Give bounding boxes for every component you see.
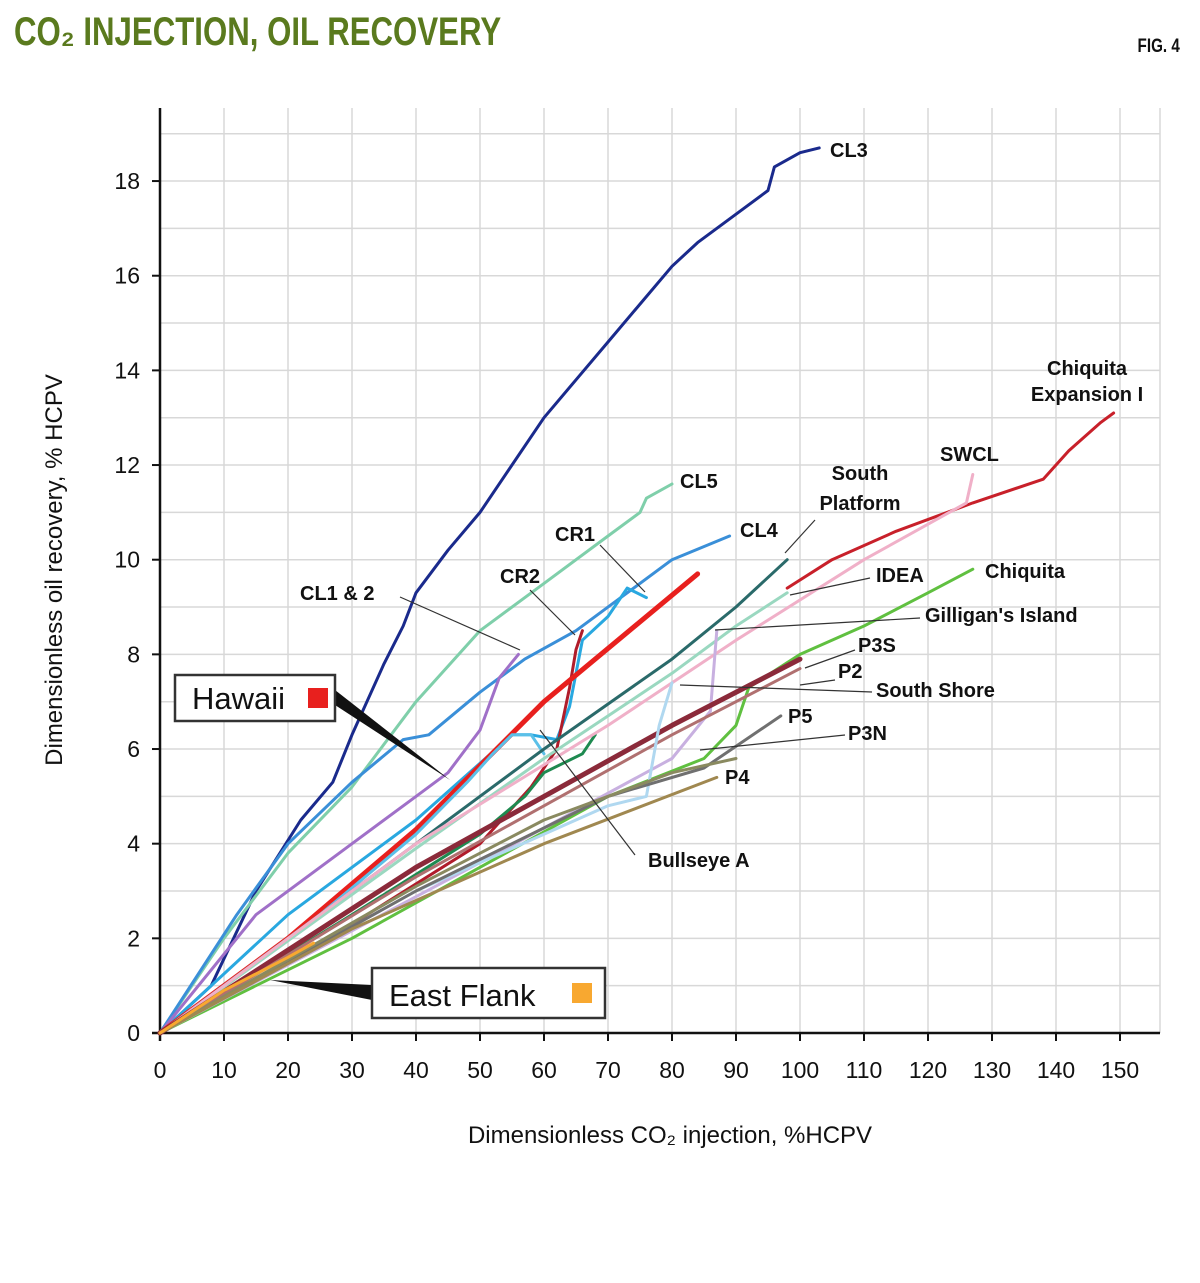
x-tick-label: 60 [531,1057,557,1083]
series-label: Bullseye A [648,850,750,872]
x-tick-label: 0 [154,1057,167,1083]
y-tick-label: 18 [114,168,140,194]
callout-box [370,966,607,1020]
x-tick-label: 120 [909,1057,947,1083]
x-tick-label: 150 [1101,1057,1139,1083]
leader-line [789,577,871,596]
y-tick-label: 0 [127,1020,140,1046]
x-tick-label: 30 [339,1057,365,1083]
series-line-p4 [158,775,719,1035]
x-tick-label: 20 [275,1057,301,1083]
series-label: P4 [725,767,750,789]
x-tick-label: 10 [211,1057,237,1083]
series-label: South Shore [876,680,995,702]
series-label: South [832,463,889,485]
x-tick-label: 40 [403,1057,429,1083]
callout-label: East Flank [389,978,536,1013]
series-line-cr1 [158,586,648,1035]
leader-line [784,519,816,554]
x-tick-label: 140 [1037,1057,1075,1083]
series-label: P5 [788,706,812,728]
x-tick-label: 80 [659,1057,685,1083]
series-line-swcl [158,473,975,1035]
series-label: CR2 [500,566,540,588]
leader-line [699,734,846,751]
x-tick-label: 100 [781,1057,819,1083]
leader-line [599,544,646,593]
leader-line [529,589,576,636]
leader-line [399,596,521,651]
series-label: IDEA [876,565,924,587]
leader-line [804,649,856,669]
series-label: Chiquita [1047,358,1128,380]
leader-line [714,617,921,631]
series-line-idea [158,591,789,1035]
series-label: Chiquita [985,561,1066,583]
series-line-chiquita-expansion-i [785,411,1116,590]
callout-label: Hawaii [192,681,285,716]
x-tick-label: 110 [846,1057,883,1083]
series-label: SWCL [940,444,999,466]
leader-line [539,729,636,856]
callout-pointer [270,980,372,1000]
series-line-east-flank [158,941,316,1035]
x-tick-label: 70 [595,1057,621,1083]
x-tick-label: 130 [973,1057,1011,1083]
series-label: CL5 [680,471,718,493]
y-tick-label: 4 [127,831,140,857]
y-tick-label: 12 [114,452,140,478]
series-label: CR1 [555,524,595,546]
series-label: Platform [819,493,900,515]
callout-pointer [335,690,450,780]
series-line-cl4 [158,534,732,1035]
series-label: Gilligan's Island [925,605,1078,627]
series-label: CL4 [740,520,779,542]
y-tick-label: 14 [114,357,140,383]
y-tick-label: 2 [127,925,140,951]
series-line-cl5 [158,482,674,1035]
series-label: CL1 & 2 [300,583,374,605]
leader-line [679,684,873,693]
y-axis-label: Dimensionless oil recovery, % HCPV [41,374,68,766]
y-tick-label: 8 [127,641,140,667]
series-line-p2 [158,667,802,1035]
series-label: Expansion I [1031,384,1143,406]
series-line-p3n [158,757,738,1035]
series-label: P2 [838,661,862,683]
series-line-cl3 [158,146,821,1035]
callout-color-swatch [308,688,328,708]
series-label: P3N [848,723,887,745]
y-tick-label: 16 [114,263,140,289]
x-axis-label: Dimensionless CO₂ injection, %HCPV [468,1122,872,1149]
series-line-p3s [157,656,803,1036]
leader-line [799,679,836,686]
figure-label: FIG. 4 [1137,36,1180,57]
x-tick-label: 50 [467,1057,493,1083]
series-label: P3S [858,635,896,657]
y-tick-label: 6 [127,736,140,762]
chart-title: CO₂ INJECTION, OIL RECOVERY [14,10,502,54]
series-line-cl1-2 [158,652,520,1035]
series-label: CL3 [830,140,868,162]
x-tick-label: 90 [723,1057,749,1083]
callout-color-swatch [572,983,592,1003]
y-tick-label: 10 [114,547,140,573]
